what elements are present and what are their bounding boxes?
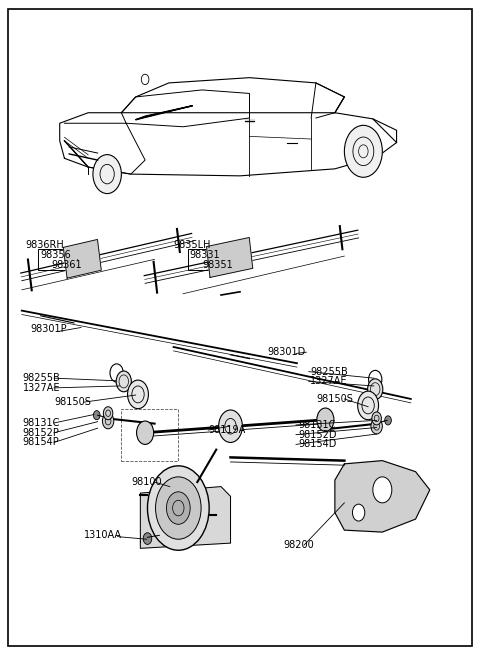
Circle shape bbox=[373, 477, 392, 503]
Text: 9835LH: 9835LH bbox=[174, 240, 211, 250]
Text: 98154D: 98154D bbox=[298, 440, 336, 449]
Text: 98255B: 98255B bbox=[23, 373, 60, 383]
Text: 98100: 98100 bbox=[132, 477, 162, 487]
Polygon shape bbox=[140, 487, 230, 548]
Circle shape bbox=[128, 380, 148, 409]
Circle shape bbox=[102, 413, 114, 429]
Text: 98255B: 98255B bbox=[310, 367, 348, 377]
Text: 98150S: 98150S bbox=[316, 394, 353, 404]
Circle shape bbox=[372, 412, 382, 425]
Circle shape bbox=[103, 407, 113, 420]
Circle shape bbox=[368, 379, 383, 400]
Circle shape bbox=[137, 421, 154, 444]
Text: 98152P: 98152P bbox=[23, 428, 60, 438]
Bar bbox=[38, 249, 77, 271]
Circle shape bbox=[94, 411, 100, 420]
Polygon shape bbox=[245, 119, 254, 122]
Polygon shape bbox=[335, 460, 430, 532]
Text: 1327AE: 1327AE bbox=[310, 377, 348, 386]
Text: 98119A: 98119A bbox=[208, 425, 245, 435]
Circle shape bbox=[317, 408, 334, 432]
Circle shape bbox=[371, 419, 383, 434]
Circle shape bbox=[143, 533, 152, 544]
Polygon shape bbox=[63, 240, 101, 278]
Text: 98131C: 98131C bbox=[23, 418, 60, 428]
Text: 98152D: 98152D bbox=[298, 430, 336, 440]
Circle shape bbox=[167, 492, 190, 524]
Text: 98351: 98351 bbox=[202, 259, 233, 269]
Text: 98150S: 98150S bbox=[54, 397, 91, 407]
Text: 98131C: 98131C bbox=[298, 420, 335, 430]
Bar bbox=[121, 409, 179, 460]
Text: 98361: 98361 bbox=[51, 259, 82, 269]
Text: 1310AA: 1310AA bbox=[84, 531, 122, 540]
Text: 98154P: 98154P bbox=[23, 438, 60, 447]
Polygon shape bbox=[206, 238, 253, 278]
Text: 98200: 98200 bbox=[284, 540, 314, 550]
Bar bbox=[188, 249, 227, 271]
Circle shape bbox=[93, 155, 121, 194]
Circle shape bbox=[358, 391, 379, 420]
Text: 1327AE: 1327AE bbox=[23, 383, 60, 393]
Circle shape bbox=[384, 416, 391, 425]
Circle shape bbox=[352, 504, 365, 521]
Text: 98331: 98331 bbox=[189, 250, 220, 261]
Circle shape bbox=[147, 466, 209, 550]
Circle shape bbox=[156, 477, 201, 539]
Polygon shape bbox=[136, 105, 192, 120]
Circle shape bbox=[116, 371, 132, 392]
Text: 9836RH: 9836RH bbox=[25, 240, 64, 250]
Circle shape bbox=[219, 410, 242, 442]
Text: 98301D: 98301D bbox=[267, 346, 306, 356]
Text: 98301P: 98301P bbox=[30, 324, 67, 334]
Text: 98356: 98356 bbox=[41, 250, 72, 261]
Circle shape bbox=[344, 125, 383, 178]
